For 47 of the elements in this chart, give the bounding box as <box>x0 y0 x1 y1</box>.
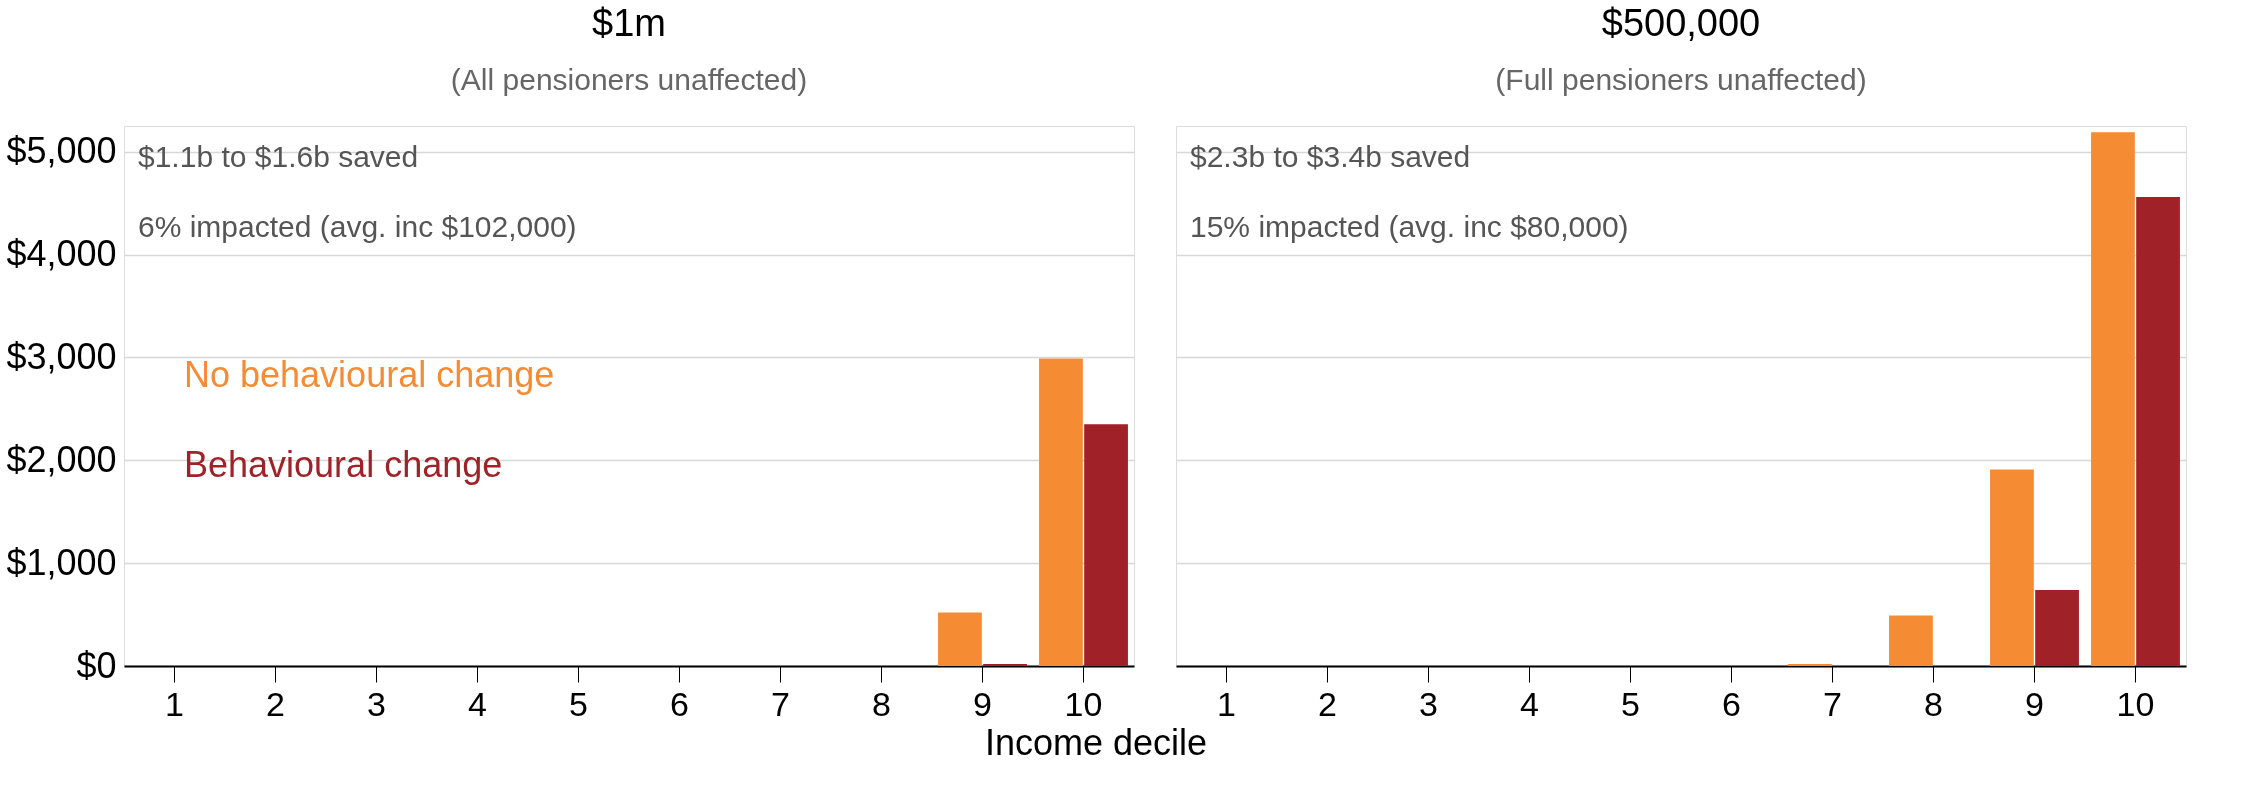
bar <box>1039 358 1083 666</box>
bar <box>2136 196 2180 666</box>
annotation: $2.3b to $3.4b saved <box>1190 140 1471 173</box>
x-tick-label: 8 <box>872 684 891 723</box>
x-tick-label: 10 <box>2116 684 2155 723</box>
x-tick-label: 1 <box>1217 684 1236 723</box>
bar <box>2035 589 2079 666</box>
y-tick-label: $1,000 <box>6 541 117 583</box>
chart-title: $500,000 <box>1601 2 1761 44</box>
chart-title: $1m <box>592 2 666 44</box>
bar <box>1788 663 1832 666</box>
bar <box>938 612 982 666</box>
annotation: $1.1b to $1.6b saved <box>138 140 419 173</box>
bar <box>1889 615 1933 666</box>
x-tick-label: 4 <box>468 684 487 723</box>
x-tick-label: 6 <box>1722 684 1741 723</box>
x-tick-label: 9 <box>973 684 992 723</box>
x-tick-label: 1 <box>165 684 184 723</box>
x-tick-label: 9 <box>2025 684 2044 723</box>
y-tick-label: $3,000 <box>6 335 117 377</box>
bar <box>983 663 1027 666</box>
x-tick-label: 2 <box>266 684 285 723</box>
chart-subtitle: (All pensioners unaffected) <box>450 63 808 96</box>
bar <box>1990 469 2034 666</box>
text: Behavioural change <box>184 444 503 485</box>
x-tick-label: 7 <box>771 684 790 723</box>
x-tick-label: 5 <box>569 684 588 723</box>
y-tick-label: $5,000 <box>6 130 117 172</box>
x-tick-label: 2 <box>1318 684 1337 723</box>
x-tick-label: 8 <box>1924 684 1943 723</box>
bar <box>1084 424 1128 666</box>
y-tick-label: $2,000 <box>6 438 117 480</box>
x-tick-label: 7 <box>1823 684 1842 723</box>
annotation: 15% impacted (avg. inc $80,000) <box>1190 210 1629 243</box>
bar <box>2091 132 2135 666</box>
y-tick-label: $0 <box>76 644 117 686</box>
x-tick-label: 5 <box>1621 684 1640 723</box>
text: No behavioural change <box>184 354 555 395</box>
x-tick-label: 10 <box>1064 684 1103 723</box>
chart-subtitle: (Full pensioners unaffected) <box>1495 63 1867 96</box>
x-tick-label: 4 <box>1520 684 1539 723</box>
x-tick-label: 3 <box>367 684 386 723</box>
x-tick-label: 6 <box>670 684 689 723</box>
annotation: 6% impacted (avg. inc $102,000) <box>138 210 577 243</box>
x-axis-title: Income decile <box>984 721 1208 763</box>
y-tick-label: $4,000 <box>6 233 117 275</box>
x-tick-label: 3 <box>1419 684 1438 723</box>
